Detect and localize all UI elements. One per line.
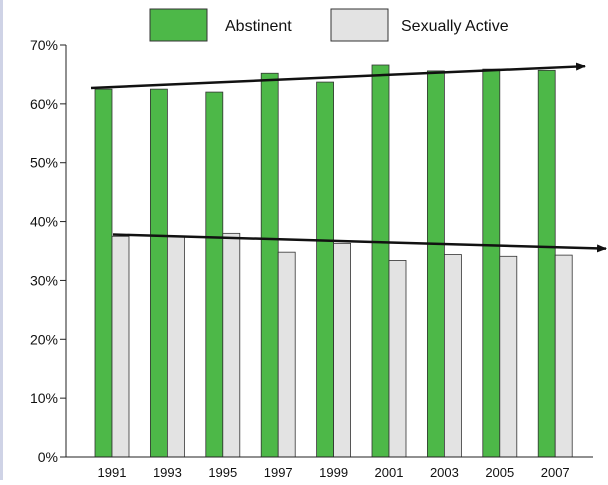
bar-sexually-active-2003 bbox=[443, 254, 462, 458]
y-tick-label: 60% bbox=[30, 96, 58, 112]
bar-abstinent-2003 bbox=[426, 70, 445, 458]
legend-label-sexually-active: Sexually Active bbox=[401, 18, 509, 35]
x-tick-label: 2003 bbox=[430, 465, 459, 480]
bar-abstinent-1991 bbox=[94, 88, 113, 458]
bar-sexually-active-2005 bbox=[499, 255, 518, 458]
x-tick-label: 1993 bbox=[153, 465, 182, 480]
bar-abstinent-1999 bbox=[316, 81, 335, 458]
bar-sexually-active-2001 bbox=[388, 260, 407, 458]
bar-chart: Abstinent Sexually Active 0% 10% 20% 30% 40% 5… bbox=[30, 8, 607, 480]
legend-swatch-sexually-active bbox=[330, 8, 389, 42]
x-tick-label: 2007 bbox=[541, 465, 570, 480]
bar-sexually-active-1991 bbox=[111, 235, 130, 458]
y-tick-label: 20% bbox=[30, 331, 58, 347]
bar-sexually-active-1999 bbox=[333, 242, 352, 458]
bar-sexually-active-1993 bbox=[166, 235, 185, 458]
bar-sexually-active-2007 bbox=[554, 254, 573, 458]
x-tick-label: 1995 bbox=[208, 465, 237, 480]
bar-abstinent-1995 bbox=[205, 91, 224, 458]
bar-abstinent-2007 bbox=[537, 69, 556, 458]
bar-abstinent-2001 bbox=[371, 64, 390, 458]
trend-lines bbox=[90, 62, 607, 253]
bar-sexually-active-1995 bbox=[222, 232, 241, 458]
x-tick-label: 2001 bbox=[375, 465, 404, 480]
y-tick-label: 10% bbox=[30, 390, 58, 406]
bar-sexually-active-1997 bbox=[277, 251, 296, 458]
y-tick-label: 0% bbox=[38, 449, 58, 465]
y-tick-label: 70% bbox=[30, 37, 58, 53]
y-tick-label: 30% bbox=[30, 272, 58, 288]
y-tick-label: 50% bbox=[30, 155, 58, 171]
x-tick-label: 1999 bbox=[319, 465, 348, 480]
legend: Abstinent Sexually Active bbox=[149, 8, 509, 42]
legend-label-abstinent: Abstinent bbox=[225, 18, 292, 35]
bar-abstinent-2005 bbox=[482, 68, 501, 458]
trend-arrow-sexually-active bbox=[112, 233, 607, 253]
bar-abstinent-1993 bbox=[149, 88, 168, 458]
x-tick-label: 1997 bbox=[264, 465, 293, 480]
trend-arrow-abstinent bbox=[90, 62, 586, 90]
x-tick-label: 2005 bbox=[485, 465, 514, 480]
legend-swatch-abstinent bbox=[149, 8, 208, 42]
bars bbox=[94, 64, 573, 458]
y-tick-label: 40% bbox=[30, 214, 58, 230]
axes: 0% 10% 20% 30% 40% 50% 60% 70% 1991 1993 1995 1997 1… bbox=[30, 37, 593, 480]
x-tick-label: 1991 bbox=[98, 465, 127, 480]
bar-abstinent-1997 bbox=[260, 72, 279, 458]
